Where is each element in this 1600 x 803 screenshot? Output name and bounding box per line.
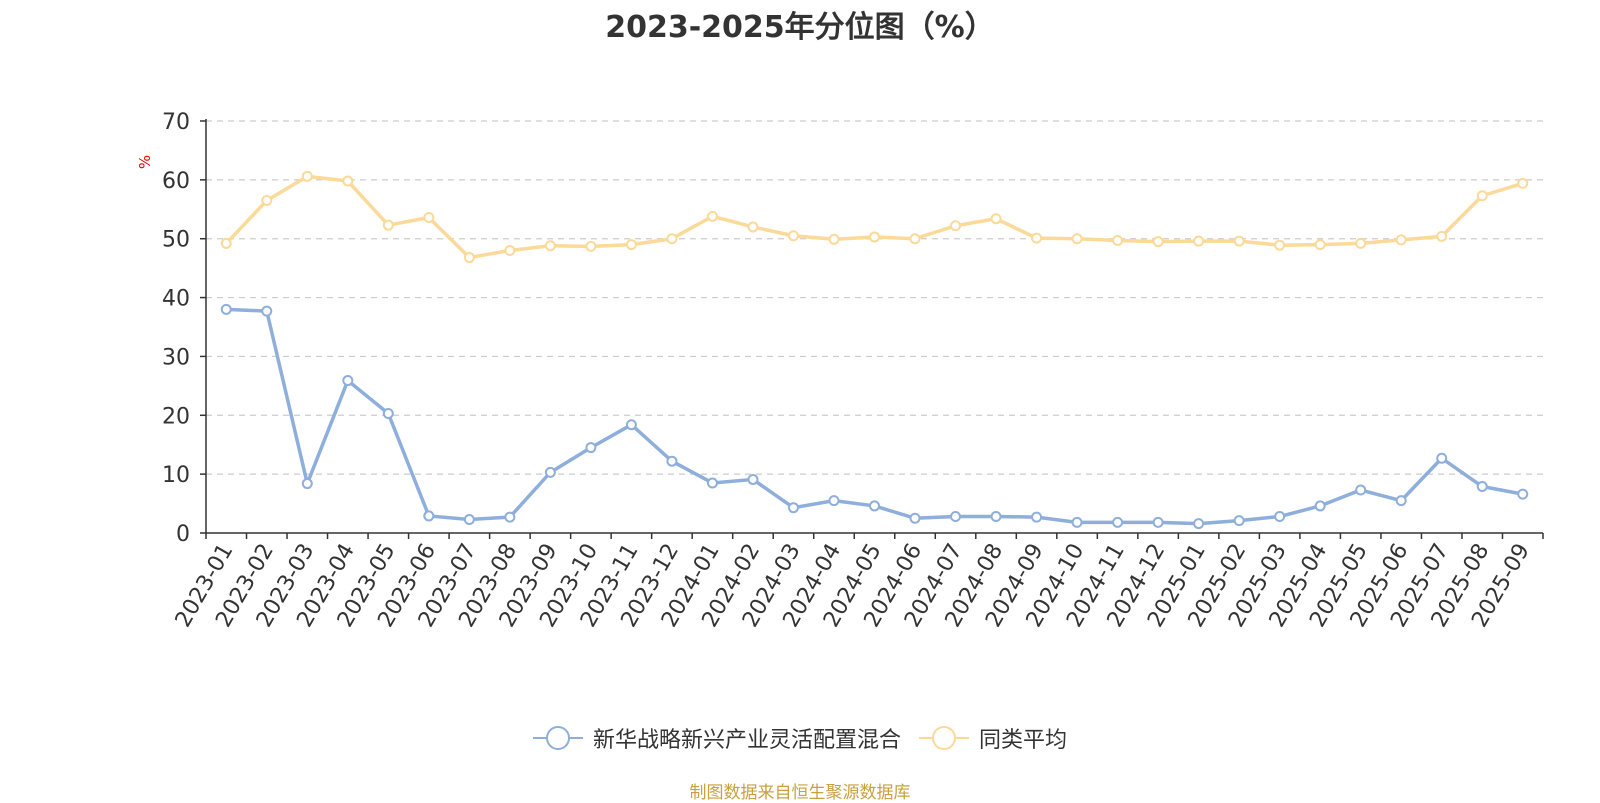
- data-point-s1-2023-01: [220, 237, 232, 249]
- data-point-s0-2025-01: [1193, 518, 1205, 530]
- data-point-s1-2023-10: [585, 240, 597, 252]
- y-tick-label-40: 40: [162, 287, 190, 312]
- data-point-s1-2023-07: [463, 252, 475, 264]
- data-point-s1-2025-04: [1314, 239, 1326, 251]
- data-point-s0-2025-09: [1517, 488, 1529, 500]
- data-point-s0-2025-06: [1395, 495, 1407, 507]
- data-point-s0-2025-07: [1436, 452, 1448, 464]
- data-point-s0-2024-01: [706, 477, 718, 489]
- y-axis-label: %: [136, 155, 154, 169]
- data-point-s0-2023-08: [504, 511, 516, 523]
- data-point-s0-2023-01: [220, 303, 232, 315]
- legend-label-peer-average: 同类平均: [979, 728, 1068, 753]
- data-point-s0-2024-09: [1031, 511, 1043, 523]
- data-point-s0-2025-02: [1233, 515, 1245, 527]
- y-tick-label-10: 10: [162, 463, 190, 488]
- data-point-s1-2023-08: [504, 244, 516, 256]
- data-point-s1-2025-01: [1193, 235, 1205, 247]
- data-point-s0-2023-11: [625, 419, 637, 431]
- data-point-s1-2024-03: [787, 230, 799, 242]
- data-point-s0-2023-04: [342, 375, 354, 387]
- chart-title: 2023-2025年分位图（%）: [605, 10, 995, 45]
- data-point-s1-2025-08: [1476, 190, 1488, 202]
- data-point-s0-2023-03: [301, 478, 313, 490]
- data-point-s0-2024-06: [909, 512, 921, 524]
- data-point-s1-2024-04: [828, 233, 840, 245]
- legend-marker-fund-icon: [532, 725, 583, 751]
- data-point-s0-2024-03: [787, 502, 799, 514]
- data-point-s1-2024-02: [747, 221, 759, 233]
- data-point-s0-2023-09: [544, 466, 556, 478]
- data-point-s0-2024-11: [1112, 516, 1124, 528]
- data-point-s1-2024-07: [950, 220, 962, 232]
- data-point-s0-2025-05: [1355, 484, 1367, 496]
- legend-item-fund[interactable]: 新华战略新兴产业灵活配置混合: [532, 722, 901, 754]
- data-point-s0-2024-04: [828, 495, 840, 507]
- data-point-s1-2023-02: [261, 194, 273, 206]
- data-point-s1-2024-10: [1071, 233, 1083, 245]
- data-point-s0-2023-05: [382, 408, 394, 420]
- data-point-s1-2024-05: [869, 231, 880, 243]
- data-point-s1-2025-03: [1274, 239, 1286, 251]
- data-point-s1-2023-03: [301, 170, 313, 182]
- data-point-s0-2024-07: [950, 511, 962, 523]
- data-point-s0-2024-05: [869, 500, 880, 512]
- data-point-s1-2024-11: [1112, 234, 1124, 246]
- y-tick-label-30: 30: [162, 345, 190, 370]
- data-point-s1-2023-11: [625, 239, 637, 251]
- data-point-s1-2025-09: [1517, 177, 1529, 189]
- data-point-s1-2025-05: [1355, 237, 1367, 249]
- legend-item-peer-average[interactable]: 同类平均: [919, 722, 1067, 754]
- y-tick-label-70: 70: [162, 110, 190, 135]
- data-point-s1-2024-09: [1031, 232, 1043, 244]
- data-point-s1-2023-09: [544, 240, 556, 252]
- data-point-s0-2025-03: [1274, 511, 1286, 523]
- data-point-s1-2025-02: [1233, 235, 1245, 247]
- data-point-s1-2023-06: [423, 212, 435, 224]
- y-tick-label-20: 20: [162, 404, 190, 429]
- data-source-note: 制图数据来自恒生聚源数据库: [689, 783, 911, 803]
- y-tick-label-60: 60: [162, 169, 190, 194]
- data-point-s1-2023-12: [666, 233, 678, 245]
- series-line-0: [226, 307, 1524, 526]
- data-point-s1-2023-04: [342, 175, 354, 187]
- y-tick-label-0: 0: [176, 522, 190, 547]
- data-point-s0-2024-10: [1071, 516, 1083, 528]
- y-tick-label-50: 50: [162, 228, 190, 253]
- data-point-s0-2024-08: [990, 511, 1002, 523]
- data-point-s1-2025-06: [1395, 234, 1407, 246]
- data-point-s1-2023-05: [382, 219, 394, 231]
- data-point-s1-2024-08: [990, 213, 1002, 225]
- data-point-s0-2023-07: [463, 513, 475, 525]
- data-point-s0-2023-06: [423, 510, 435, 522]
- data-point-s1-2024-12: [1152, 236, 1164, 248]
- legend: 新华战略新兴产业灵活配置混合 同类平均: [0, 722, 1600, 754]
- data-point-s0-2024-02: [747, 473, 759, 485]
- data-point-s0-2023-10: [585, 442, 597, 454]
- series-line-1: [224, 174, 1524, 260]
- data-point-s0-2025-08: [1476, 481, 1488, 493]
- data-point-s0-2025-04: [1314, 500, 1326, 512]
- data-point-s1-2025-07: [1436, 230, 1448, 242]
- data-point-s0-2023-12: [666, 455, 678, 467]
- legend-marker-peer-average-icon: [919, 725, 969, 751]
- data-point-s1-2024-06: [909, 233, 921, 245]
- data-point-s0-2024-12: [1152, 516, 1164, 528]
- data-point-s1-2024-01: [706, 210, 718, 222]
- data-point-s0-2023-02: [261, 305, 273, 317]
- legend-label-fund: 新华战略新兴产业灵活配置混合: [592, 728, 901, 753]
